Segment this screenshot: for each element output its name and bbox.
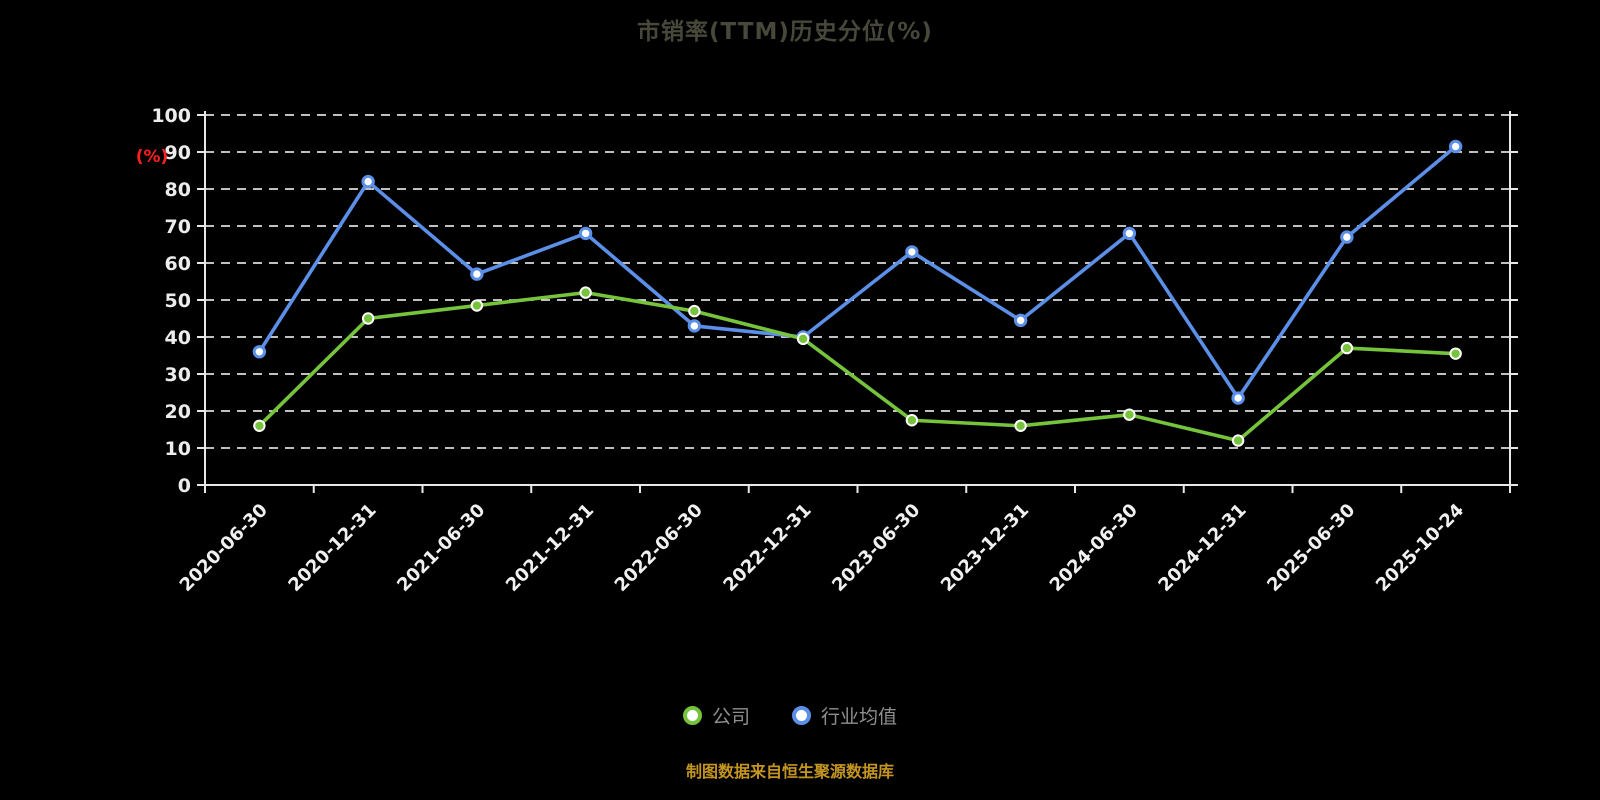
series-company xyxy=(253,286,1462,447)
line-chart: 0 10 20 30 40 50 60 70 80 90 100 2020-06-30 2020-12-… xyxy=(136,105,1518,596)
y-axis-tick-label: 40 xyxy=(165,327,191,349)
data-point-company xyxy=(688,304,701,318)
y-axis-tick-label: 50 xyxy=(165,290,191,312)
y-axis-tick-label: 20 xyxy=(165,401,191,423)
data-point-industry-average xyxy=(252,345,267,359)
x-axis-tick-label: 2025-10-24 xyxy=(1372,500,1468,596)
data-point-industry-average xyxy=(1231,391,1245,405)
data-point-company xyxy=(1340,341,1354,355)
x-axis-tick-label: 2022-12-31 xyxy=(719,500,815,596)
data-point-company xyxy=(905,414,919,427)
axes: 0 10 20 30 40 50 60 70 80 90 100 2020-06-30 2020-12-… xyxy=(151,105,1518,596)
series-line-industry-average xyxy=(257,144,1458,400)
data-source-note: 制图数据来自恒生聚源数据库 xyxy=(685,762,894,781)
industry-average-series-marker-icon xyxy=(792,706,811,725)
data-point-industry-average xyxy=(1122,226,1137,241)
x-axis-tick-label: 2023-12-31 xyxy=(937,500,1033,596)
y-axis-tick-label: 80 xyxy=(165,179,191,201)
data-point-industry-average xyxy=(578,226,593,241)
gridlines xyxy=(205,114,1510,449)
y-axis-tick-label: 90 xyxy=(165,142,191,164)
x-axis-tick-label: 2021-12-31 xyxy=(502,500,598,596)
data-point-company xyxy=(579,286,592,299)
legend-item-industry-average[interactable]: 行业均值 xyxy=(792,702,897,729)
x-axis-tick-label: 2024-06-30 xyxy=(1046,500,1142,596)
data-point-company xyxy=(1449,347,1462,360)
y-axis-tick-label: 100 xyxy=(151,105,191,127)
y-axis-tick-label: 0 xyxy=(178,475,191,497)
data-point-industry-average xyxy=(470,267,484,281)
x-axis-tick-label: 2020-12-31 xyxy=(284,500,380,596)
x-axis-tick-label: 2025-06-30 xyxy=(1263,500,1359,596)
data-point-industry-average xyxy=(687,319,702,333)
y-axis-tick-label: 10 xyxy=(165,438,191,460)
x-axis-tick-label: 2020-06-30 xyxy=(176,500,272,596)
data-point-industry-average xyxy=(1013,313,1028,328)
y-axis-tick-label: 30 xyxy=(165,364,191,386)
data-point-company xyxy=(796,332,810,346)
x-axis-tick-label: 2021-06-30 xyxy=(393,500,489,596)
data-point-industry-average xyxy=(1340,230,1354,244)
data-point-company xyxy=(361,312,375,325)
data-point-industry-average xyxy=(905,245,919,259)
y-axis-tick-label: 60 xyxy=(165,253,191,275)
chart-title: 市销率(TTM)历史分位(%) xyxy=(637,19,933,45)
data-point-company xyxy=(1014,419,1027,432)
legend-item-company[interactable]: 公司 xyxy=(682,702,750,729)
data-point-company xyxy=(1123,408,1136,421)
legend: 公司 行业均值 xyxy=(0,702,1580,729)
series-line-company xyxy=(257,290,1458,443)
data-point-company xyxy=(1231,434,1245,447)
legend-label-company: 公司 xyxy=(711,706,750,728)
x-axis-tick-label: 2024-12-31 xyxy=(1154,500,1250,596)
x-axis-tick-label: 2022-06-30 xyxy=(611,500,707,596)
y-axis-tick-label: 70 xyxy=(165,216,191,238)
company-series-marker-icon xyxy=(682,706,702,725)
data-point-company xyxy=(470,299,484,312)
y-axis-unit-label: (%) xyxy=(136,147,169,167)
legend-label-industry-average: 行业均值 xyxy=(821,706,898,728)
data-point-company xyxy=(253,419,266,432)
data-point-industry-average xyxy=(1448,139,1463,154)
data-point-industry-average xyxy=(361,174,375,189)
x-axis-tick-label: 2023-06-30 xyxy=(828,500,924,596)
series-industry-average xyxy=(252,139,1463,405)
